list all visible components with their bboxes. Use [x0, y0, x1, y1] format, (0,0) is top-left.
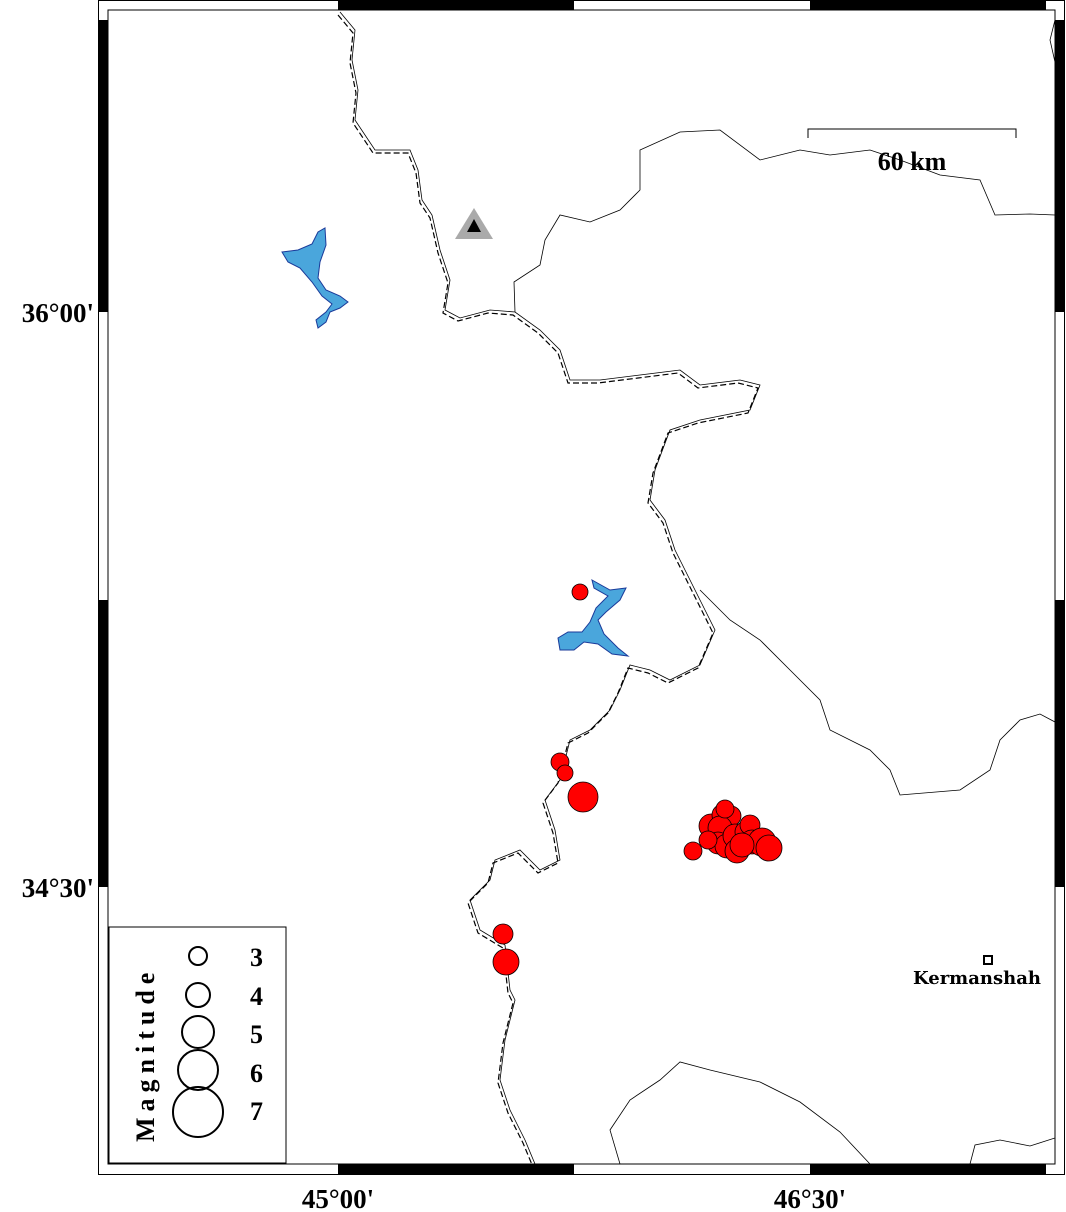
earthquake-marker [755, 834, 783, 862]
legend-entry: 6 [250, 1059, 263, 1088]
map-frame [98, 0, 1065, 1175]
legend-title: Magnitude [131, 967, 160, 1142]
province-boundaries [513, 19, 1055, 1164]
city-marker [983, 955, 993, 965]
earthquake-marker [729, 832, 755, 858]
legend-entry: 7 [250, 1097, 263, 1126]
legend-entry: 5 [250, 1020, 263, 1049]
lake-upper [281, 227, 349, 329]
earthquake-marker [492, 923, 514, 945]
magnitude-legend: Magnitude 3 4 5 6 7 [108, 926, 287, 1164]
earthquake-marker [567, 781, 599, 813]
lake-lower [557, 579, 630, 657]
legend-entry: 3 [250, 943, 263, 972]
triangle-icon [455, 208, 493, 239]
scale-bar: 60 km [807, 128, 1017, 176]
international-border [337, 11, 761, 1164]
earthquake-marker [571, 583, 589, 601]
earthquake-marker [556, 764, 574, 782]
earthquake-marker [715, 799, 735, 819]
earthquake-marker [683, 841, 703, 861]
earthquake-marker [492, 948, 520, 976]
earthquake-markers [492, 583, 783, 976]
lat-label-36-00: 36°00' [22, 298, 94, 328]
scale-bar-label: 60 km [878, 147, 947, 176]
earthquake-marker [698, 830, 718, 850]
legend-entry: 4 [250, 982, 263, 1011]
city-label: Kermanshah [913, 968, 1041, 989]
lat-label-34-30: 34°30' [22, 873, 94, 903]
lon-label-45-00: 45°00' [302, 1184, 374, 1212]
lon-label-46-30: 46°30' [774, 1184, 846, 1212]
